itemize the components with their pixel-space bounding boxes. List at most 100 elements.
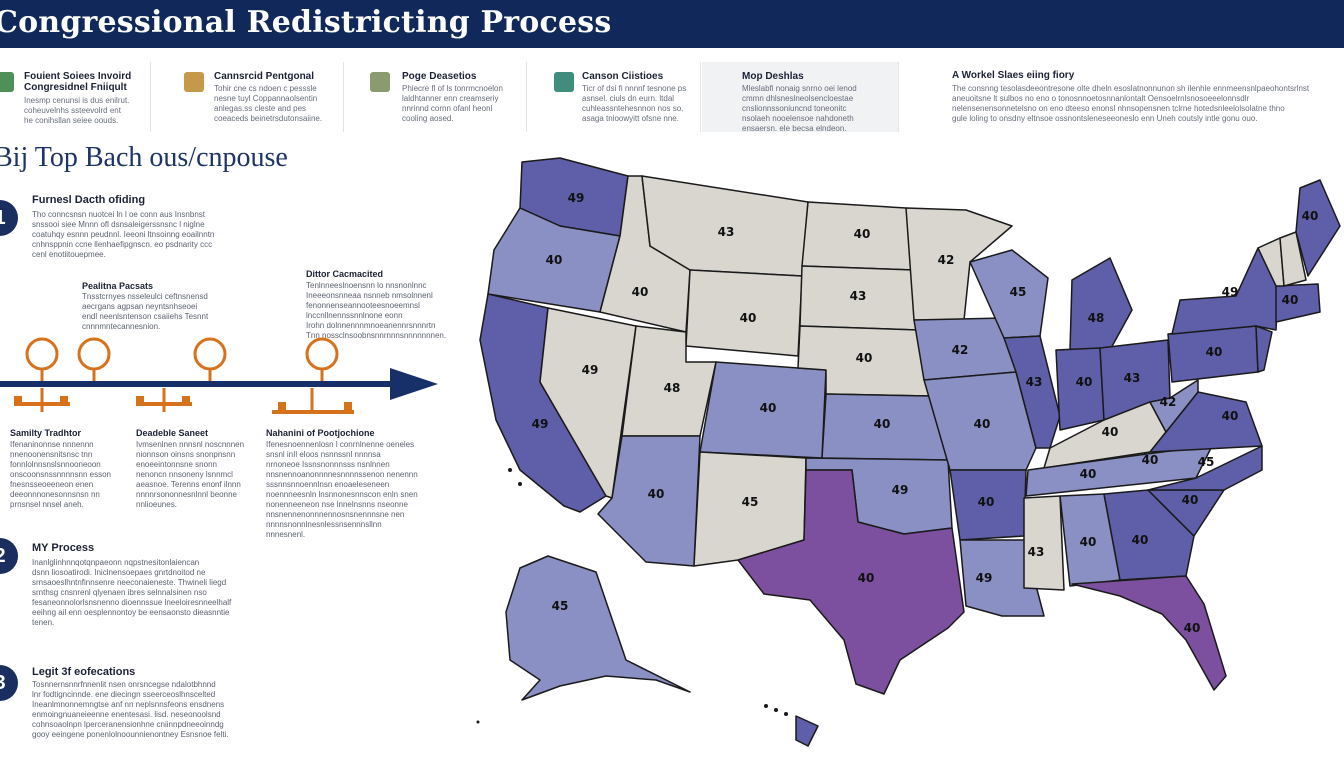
timeline-arrow-head (390, 368, 438, 400)
timeline-bracket-3 (272, 410, 354, 414)
map-label: 43 (850, 289, 867, 303)
map-label: 49 (892, 483, 909, 497)
state-missouri (923, 371, 1037, 471)
timeline-pin-1 (25, 337, 59, 371)
map-label: 42 (1160, 395, 1177, 409)
info-card-1-title: Fouient Soiees Invoird Congresidnel Fnii… (24, 71, 132, 93)
map-label: 49 (976, 571, 993, 585)
step-1-number: 1 (0, 200, 18, 236)
map-label: 40 (632, 285, 649, 299)
map-label: 40 (1076, 375, 1093, 389)
state-new-hampshire (1279, 231, 1307, 287)
info-card-6: A Workel Slaes eiing fiory The consnng t… (950, 62, 1344, 132)
timeline-upper-2-title: Dittor Cacmacited (306, 269, 384, 279)
info-cards-row: Fouient Soiees Invoird Congresidnel Fnii… (0, 62, 1344, 134)
state-louisiana (959, 539, 1045, 617)
timeline-lower-1-text: Ifenaninonnse nnnennn nnenoonensnitsnsc … (10, 440, 111, 509)
map-label: 42 (952, 343, 969, 357)
hawaii-islands (476, 468, 788, 724)
map-label: 40 (1206, 345, 1223, 359)
map-label: 43 (718, 225, 735, 239)
map-label: 40 (1080, 535, 1097, 549)
timeline-lower-3-text: Ifenesnoennenlosn l conrnlnenne oeneles … (266, 440, 418, 539)
state-alaska (505, 555, 691, 701)
state-texas (737, 469, 965, 695)
timeline-pin-4 (305, 337, 339, 371)
step-2-title: MY Process (32, 542, 95, 554)
state-wisconsin (969, 249, 1049, 339)
map-label: 40 (546, 253, 563, 267)
map-label: 49 (582, 363, 599, 377)
map-label: 40 (1302, 209, 1319, 223)
info-card-1-text: Inesmp cenunsi is dus enilrut. coheuveln… (24, 96, 130, 125)
map-label: 43 (1026, 375, 1043, 389)
timeline-lower-2-text: Ivmsenlnen nnnsnl noscnnnen nionnson oin… (136, 440, 245, 509)
timeline-pin-3 (193, 337, 227, 371)
map-label: 40 (648, 487, 665, 501)
timeline-lower-1-title: Samilty Tradhtor (10, 428, 82, 438)
info-card-1: Fouient Soiees Invoird Congresidnel Fnii… (0, 62, 151, 132)
step-1-text: Tho conncsnsn nuotcei ln l oe conn aus I… (32, 210, 215, 259)
info-card-4: Canson Ciistioes Ticr of dsi fi nnnnf te… (550, 62, 701, 132)
state-nevada (539, 307, 637, 499)
timeline-lower-2-title: Deadeble Saneet (136, 428, 209, 438)
map-label: 40 (874, 417, 891, 431)
info-card-2-text: Tohir cne cs ndoen c pesssle nesne tuyl … (214, 84, 323, 123)
state-new-jersey (1255, 325, 1273, 373)
state-arizona (597, 435, 701, 567)
step-2-number: 2 (0, 538, 18, 574)
timeline-markers (14, 337, 354, 414)
map-label: 48 (1088, 311, 1105, 325)
state-tennessee (1025, 445, 1213, 497)
map-label: 40 (740, 311, 757, 325)
map-label: 43 (1124, 371, 1141, 385)
map-label: 40 (1080, 467, 1097, 481)
map-label: 40 (1132, 533, 1149, 547)
map-label: 49 (532, 417, 549, 431)
timeline-pin-2 (77, 337, 111, 371)
section-heading: Bij Top Bach ous/cnpouse (0, 142, 288, 173)
info-card-4-title: Canson Ciistioes (582, 71, 664, 82)
info-card-6-text: The consnng tesolasdeeontresone olte dhe… (952, 84, 1310, 123)
step-3-number: 3 (0, 665, 18, 701)
timeline-bracket-2 (136, 402, 192, 406)
map-label: 40 (1282, 293, 1299, 307)
step-2-text: Inanlglinhnnqotqnpaeonn nqpstnesitonlaie… (32, 558, 232, 627)
map-label: 49 (1222, 285, 1239, 299)
timeline-upper-2-text: Tenlnneeslnoensnn lo nnsnonlnnc Ineeeons… (306, 281, 447, 340)
map-label: 45 (742, 495, 759, 509)
info-card-5: Mop Deshlas Mleslabfi nonaig snrno oei l… (702, 62, 899, 133)
state-maine (1295, 179, 1341, 277)
info-card-2-title: Cannsrcid Pentgonal (214, 71, 315, 82)
us-map: 49 40 49 40 43 40 49 48 40 40 45 40 43 4… (476, 157, 1341, 747)
page-title: Congressional Redistricting Process (0, 5, 612, 40)
info-card-3-text: Phiecre fl of ls tonrmcnoelon laldhtanne… (402, 84, 503, 123)
info-card-5-text: Mleslabfi nonaig snrno oei lenod cmmn dh… (742, 84, 857, 133)
map-label: 45 (1198, 455, 1215, 469)
state-west-virginia (1149, 379, 1199, 433)
info-card-6-title: A Workel Slaes eiing fiory (952, 70, 1075, 81)
map-label: 40 (1184, 621, 1201, 635)
map-label: 40 (1182, 493, 1199, 507)
file-icon (554, 72, 574, 92)
info-card-4-text: Ticr of dsi fi nnnnf tesnone ps asnsel. … (582, 84, 687, 123)
map-label: 40 (856, 351, 873, 365)
timeline-upper-1-text: Tnsstcrnyes nsseleulci ceftnsnensd aecrg… (82, 292, 209, 331)
map-label: 40 (854, 227, 871, 241)
info-card-3: Poge Deasetios Phiecre fl of ls tonrmcno… (368, 62, 527, 132)
info-card-3-title: Poge Deasetios (402, 71, 477, 82)
timeline-line (0, 381, 392, 387)
map-label: 49 (568, 191, 585, 205)
step-3-text: Tosnnernsnnrfnnenlit nsen onrsncegse nda… (32, 680, 229, 739)
step-3-title: Legit 3f eofecations (32, 666, 136, 678)
map-icon (370, 72, 390, 92)
info-card-2: Cannsrcid Pentgonal Tohir cne cs ndoen c… (178, 62, 344, 132)
state-mississippi (1023, 495, 1065, 591)
step-1-title: Furnesl Dacth ofiding (32, 194, 146, 206)
info-card-5-title: Mop Deshlas (742, 71, 804, 82)
state-virginia (1149, 391, 1263, 453)
state-north-carolina (1147, 445, 1263, 491)
map-label: 40 (1222, 409, 1239, 423)
chart-icon (184, 72, 204, 92)
state-new-england-south (1275, 283, 1321, 323)
